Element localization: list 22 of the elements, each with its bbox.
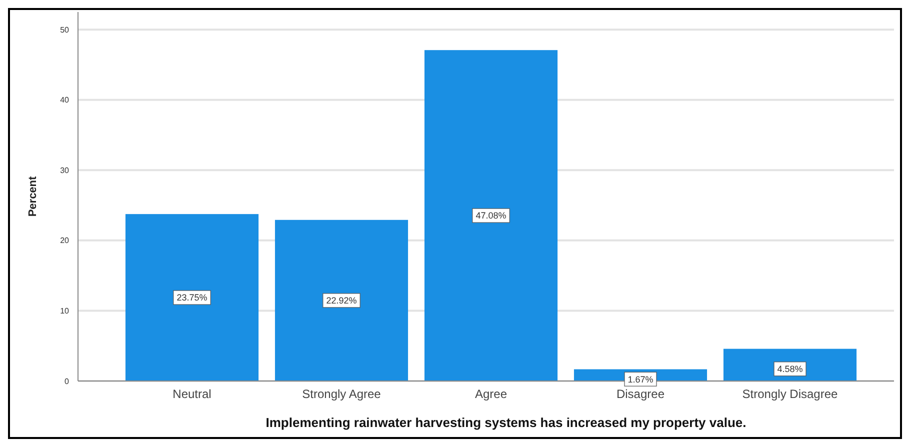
data-label: 4.58% <box>777 364 803 374</box>
bar <box>723 348 857 381</box>
x-tick-label: Strongly Disagree <box>742 387 838 401</box>
data-label: 1.67% <box>628 374 654 384</box>
y-axis-title: Percent <box>27 176 39 217</box>
data-label: 23.75% <box>176 292 208 303</box>
y-tick-label: 10 <box>60 306 70 316</box>
data-label: 22.92% <box>326 296 357 306</box>
bar <box>274 220 408 381</box>
y-tick-label: 30 <box>60 166 70 175</box>
y-tick-label: 50 <box>60 25 70 34</box>
x-tick-label: Agree <box>474 387 508 401</box>
x-tick-label: Neutral <box>172 387 212 401</box>
y-tick-label: 0 <box>64 376 70 386</box>
y-tick-label: 40 <box>60 96 70 105</box>
x-tick-label: Strongly Agree <box>302 387 382 401</box>
y-tick-label: 20 <box>60 236 70 246</box>
bar <box>125 214 259 381</box>
x-axis-title: Implementing rainwater harvesting systems has increased my property value. <box>266 415 746 430</box>
bar <box>424 50 558 381</box>
data-label: 47.08% <box>476 210 506 221</box>
x-tick-label: Disagree <box>616 387 665 401</box>
